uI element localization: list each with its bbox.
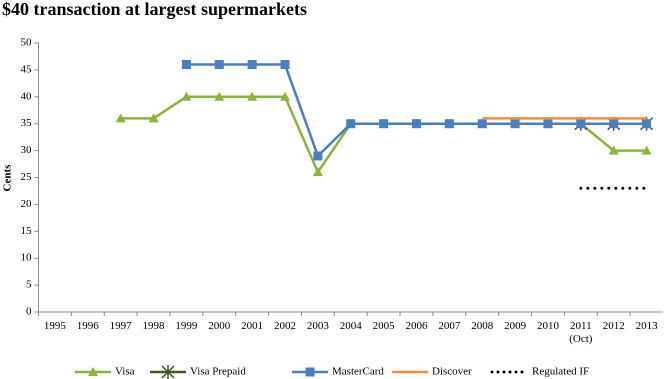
marker [214,91,225,101]
y-tick-label: 10 [21,252,33,264]
x-tick-label: 2000 [208,320,231,332]
legend-item: Regulated IF [490,366,589,378]
y-tick-label: 50 [21,37,33,49]
marker [115,113,126,123]
marker [181,60,191,70]
y-tick-label: 30 [21,144,33,156]
marker [379,119,389,129]
marker [543,119,553,129]
legend-item: MasterCard [292,366,384,378]
marker [608,145,619,155]
legend-item: Visa [75,366,135,378]
chart-title: $40 transaction at largest supermarkets [2,0,307,19]
x-tick-label: 2006 [405,320,428,332]
x-tick-label: 1997 [109,320,132,332]
x-tick-label: 1995 [43,320,66,332]
x-tick-label: 1999 [175,320,198,332]
marker [313,151,323,161]
x-tick-label: 2012 [602,320,625,332]
marker [161,365,175,379]
marker [214,60,224,70]
y-tick-label: 45 [21,63,33,75]
marker [247,60,257,70]
legend-label: Regulated IF [532,366,589,378]
marker [346,119,356,129]
marker [510,119,520,129]
y-tick-label: 15 [21,225,33,237]
marker [411,119,421,129]
marker [148,113,159,123]
y-tick-label: 35 [21,117,33,129]
x-tick-label: 2009 [504,320,527,332]
y-tick-label: 5 [26,279,32,291]
marker [641,145,652,155]
x-tick-label: 2011 (Oct) [569,320,593,345]
y-tick-label: 40 [21,90,33,102]
marker [305,367,315,377]
legend-label: MasterCard [332,366,384,378]
legend-label: Discover [432,366,472,378]
x-tick-label: 1998 [142,320,165,332]
x-tick-label: 2008 [471,320,494,332]
series-line [186,63,647,159]
x-tick-label: 2007 [438,320,461,332]
x-tick-label: 2003 [306,320,329,332]
legend-item: Visa Prepaid [150,365,246,379]
x-tick-label: 2002 [274,320,296,332]
x-tick-label: 2010 [536,320,559,332]
x-tick-label: 2013 [635,320,658,332]
series-line [120,95,647,175]
marker [88,367,98,376]
y-tick-label: 25 [21,171,33,183]
marker [642,119,652,129]
marker [280,60,290,70]
x-tick-label: 2004 [339,320,362,332]
marker [609,119,619,129]
marker [181,91,192,101]
x-tick-label: 2005 [372,320,395,332]
marker [477,119,487,129]
x-tick-label: 1996 [76,320,99,332]
marker [312,167,323,177]
legend-label: Visa Prepaid [190,366,246,378]
marker [444,119,454,129]
marker [576,119,586,129]
x-tick-label: 2001 [241,320,264,332]
marker [247,91,258,101]
y-tick-label: 20 [21,198,33,210]
y-axis-label: Cents [2,164,14,192]
marker [280,91,291,101]
legend-label: Visa [115,366,135,378]
y-tick-label: 0 [26,306,32,318]
legend-item: Discover [392,366,472,378]
